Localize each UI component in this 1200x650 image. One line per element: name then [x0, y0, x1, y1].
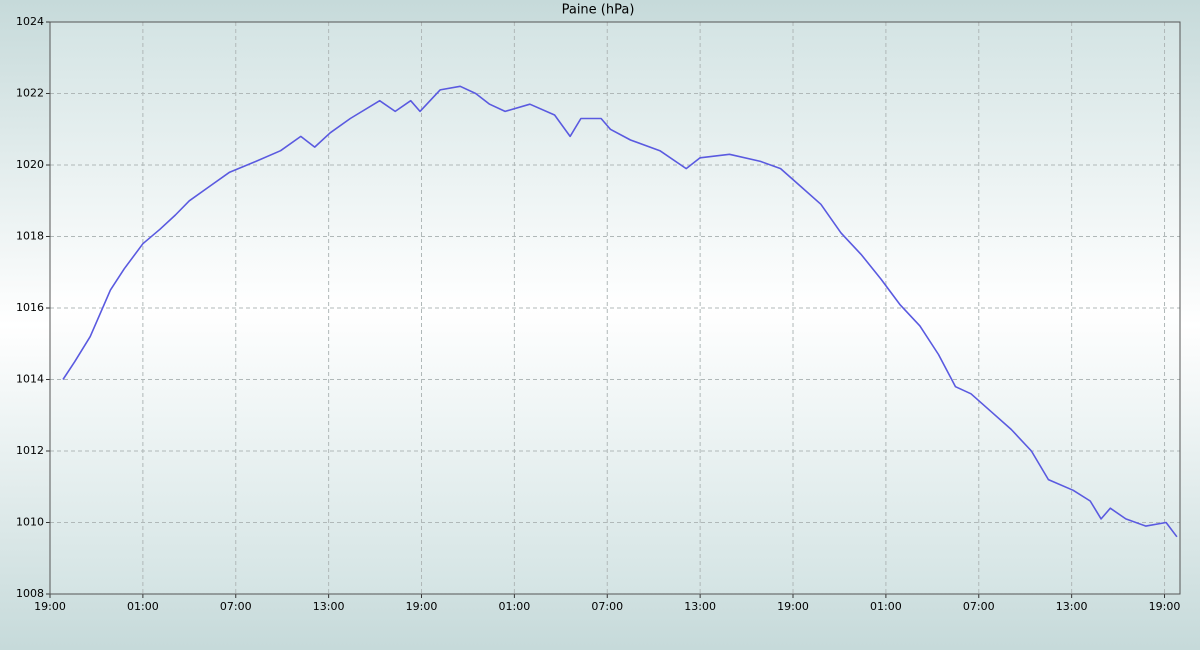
x-tick-label: 01:00 — [499, 600, 531, 613]
y-tick-label: 1016 — [16, 301, 44, 314]
x-tick-label: 19:00 — [34, 600, 66, 613]
x-tick-label: 01:00 — [870, 600, 902, 613]
y-tick-label: 1024 — [16, 15, 44, 28]
x-tick-label: 07:00 — [220, 600, 252, 613]
x-tick-label: 07:00 — [963, 600, 995, 613]
x-tick-label: 13:00 — [313, 600, 345, 613]
x-tick-label: 19:00 — [1149, 600, 1181, 613]
x-tick-label: 19:00 — [406, 600, 438, 613]
x-tick-label: 13:00 — [684, 600, 716, 613]
y-tick-label: 1020 — [16, 158, 44, 171]
plot-border — [49, 21, 1181, 595]
y-tick-label: 1018 — [16, 230, 44, 243]
data-line — [62, 85, 1178, 538]
y-tick-label: 1010 — [16, 516, 44, 529]
y-tick-label: 1012 — [16, 444, 44, 457]
x-tick-label: 01:00 — [127, 600, 159, 613]
x-tick-label: 19:00 — [777, 600, 809, 613]
x-tick-label: 13:00 — [1056, 600, 1088, 613]
y-tick-label: 1008 — [16, 587, 44, 600]
x-tick-label: 07:00 — [591, 600, 623, 613]
chart-title: Paine (hPa) — [562, 3, 635, 18]
y-tick-label: 1022 — [16, 87, 44, 100]
y-tick-label: 1014 — [16, 373, 44, 386]
